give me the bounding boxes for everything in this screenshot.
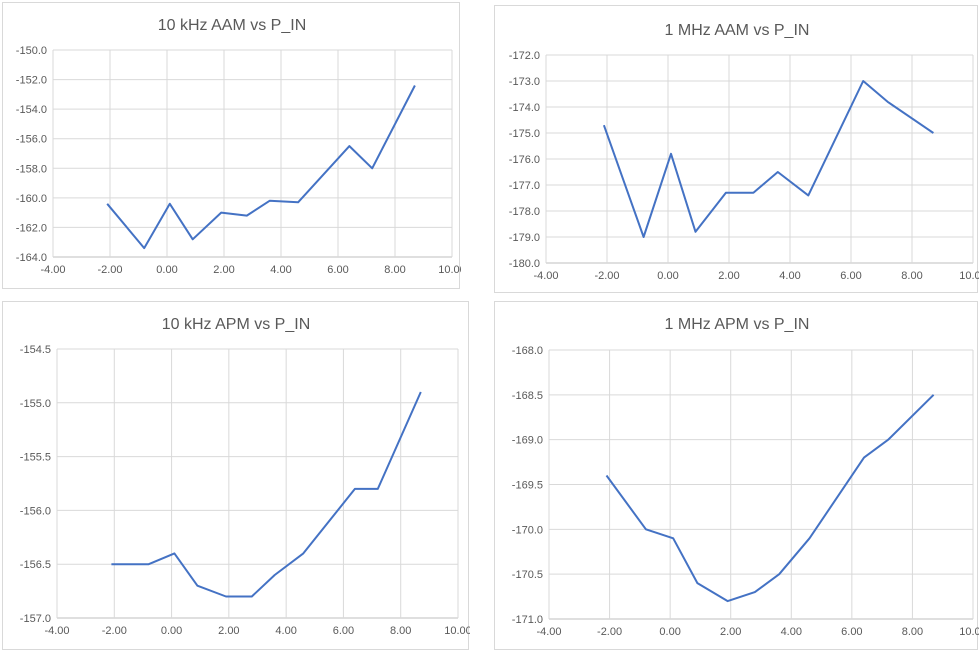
x-tick-label: 8.00: [902, 626, 923, 638]
x-tick-label: 4.00: [275, 625, 296, 637]
x-tick-label: 6.00: [327, 264, 348, 276]
y-tick-label: -158.0: [16, 163, 47, 175]
x-tick-label: -4.00: [536, 626, 561, 638]
y-tick-label: -156.5: [20, 559, 51, 571]
x-tick-label: 6.00: [840, 270, 861, 282]
series-line: [605, 394, 935, 603]
x-tick-label: 4.00: [781, 626, 802, 638]
x-tick-label: 8.00: [901, 270, 922, 282]
chart-svg-1mhz-aam: 1 MHz AAM vs P_IN -172.0 -173.0 -174.0 -175…: [509, 22, 979, 282]
x-tick-label: 2.00: [218, 625, 239, 637]
y-tick-label: -152.0: [16, 75, 47, 87]
x-tick-label: 10.00: [444, 625, 470, 637]
y-tick-label: -169.5: [512, 480, 543, 492]
y-tick-label: -168.5: [512, 390, 543, 402]
y-tick-label: -162.0: [16, 222, 47, 234]
y-tick-label: -160.0: [16, 193, 47, 205]
y-tick-label: -154.5: [20, 344, 51, 356]
chart-title: 10 kHz APM vs P_IN: [162, 316, 311, 333]
y-tick-label: -176.0: [509, 154, 540, 166]
x-tick-label: 8.00: [390, 625, 411, 637]
y-tick-label: -155.5: [20, 452, 51, 464]
x-tick-label: -2.00: [102, 625, 127, 637]
x-tick-label: 0.00: [161, 625, 182, 637]
chart-svg-10khz-apm: 10 kHz APM vs P_IN -154.5-155.0-155.5-15…: [20, 316, 470, 637]
x-tick-label: -2.00: [597, 626, 622, 638]
x-tick-label: 8.00: [384, 264, 405, 276]
y-tick-label: -177.0: [509, 180, 540, 192]
x-tick-label: 10.00: [959, 270, 979, 282]
y-tick-label: -178.0: [509, 206, 540, 218]
y-tick-label: -169.0: [512, 435, 543, 447]
chart-panel-10khz-apm: 10 kHz APM vs P_IN -154.5 -155.0 -155.5 -15…: [2, 301, 470, 650]
y-tick-label: -156.0: [20, 505, 51, 517]
y-tick-label: -175.0: [509, 128, 540, 140]
x-tick-label: 4.00: [270, 264, 291, 276]
x-tick-label: 0.00: [659, 626, 680, 638]
chart-svg-10khz-aam: 10 kHz AAM vs P_IN -150.0-152.0-154.0-15…: [16, 17, 461, 276]
chart-panel-1mhz-apm: 1 MHz APM vs P_IN -168.0 -168.5 -169.0 -169…: [494, 301, 979, 650]
x-tick-label: -4.00: [533, 270, 558, 282]
plot-area: -154.5 -155.0 -155.5 -156.0 -156.5 -157.0-4.0…: [20, 344, 470, 637]
y-tick-label: -179.0: [509, 232, 540, 244]
x-tick-label: 10.00: [959, 626, 979, 638]
y-tick-label: -170.0: [512, 524, 543, 536]
chart-panel-10khz-aam: 10 kHz AAM vs P_IN -150.0 -152.0 -154.0 -15…: [2, 2, 461, 289]
x-tick-label: 4.00: [779, 270, 800, 282]
plot-area: -150.0 -152.0 -154.0 -156.0 -158.0 -160.0 -162…: [16, 45, 461, 276]
y-tick-label: -154.0: [16, 104, 47, 116]
chart-title: 1 MHz APM vs P_IN: [665, 316, 810, 333]
y-tick-label: -172.0: [509, 50, 540, 62]
chart-title: 10 kHz AAM vs P_IN: [158, 17, 307, 34]
series-line: [111, 391, 422, 598]
chart-title: 1 MHz AAM vs P_IN: [665, 22, 810, 39]
y-tick-label: -168.0: [512, 345, 543, 357]
series-line: [602, 80, 934, 238]
x-tick-label: 2.00: [213, 264, 234, 276]
y-tick-label: -157.0: [20, 613, 51, 625]
x-tick-label: 0.00: [156, 264, 177, 276]
chart-panel-1mhz-aam: 1 MHz AAM vs P_IN -172.0 -173.0 -174.0 -175…: [494, 5, 979, 293]
x-tick-label: 10.00: [438, 264, 461, 276]
y-tick-label: -150.0: [16, 45, 47, 57]
x-tick-label: -2.00: [97, 264, 122, 276]
y-tick-label: -155.0: [20, 398, 51, 410]
x-tick-label: -4.00: [44, 625, 69, 637]
plot-area: -172.0 -173.0 -174.0 -175.0 -176.0 -177.0 -178…: [509, 50, 979, 282]
series-line: [106, 85, 416, 250]
x-tick-label: 2.00: [720, 626, 741, 638]
y-tick-label: -171.0: [512, 614, 543, 626]
x-tick-label: 0.00: [657, 270, 678, 282]
chart-svg-1mhz-apm: 1 MHz APM vs P_IN -168.0 -168.5 -169.0 -169…: [512, 316, 979, 638]
x-tick-label: -2.00: [594, 270, 619, 282]
x-tick-label: -4.00: [40, 264, 65, 276]
y-tick-label: -156.0: [16, 134, 47, 146]
y-tick-label: -173.0: [509, 76, 540, 88]
y-tick-label: -174.0: [509, 102, 540, 114]
x-tick-label: 6.00: [333, 625, 354, 637]
plot-area: -168.0 -168.5 -169.0 -169.5 -170.0 -170.5 -171…: [512, 345, 979, 638]
y-tick-label: -180.0: [509, 258, 540, 270]
x-tick-label: 2.00: [718, 270, 739, 282]
x-tick-label: 6.00: [841, 626, 862, 638]
y-tick-label: -164.0: [16, 252, 47, 264]
y-tick-label: -170.5: [512, 569, 543, 581]
